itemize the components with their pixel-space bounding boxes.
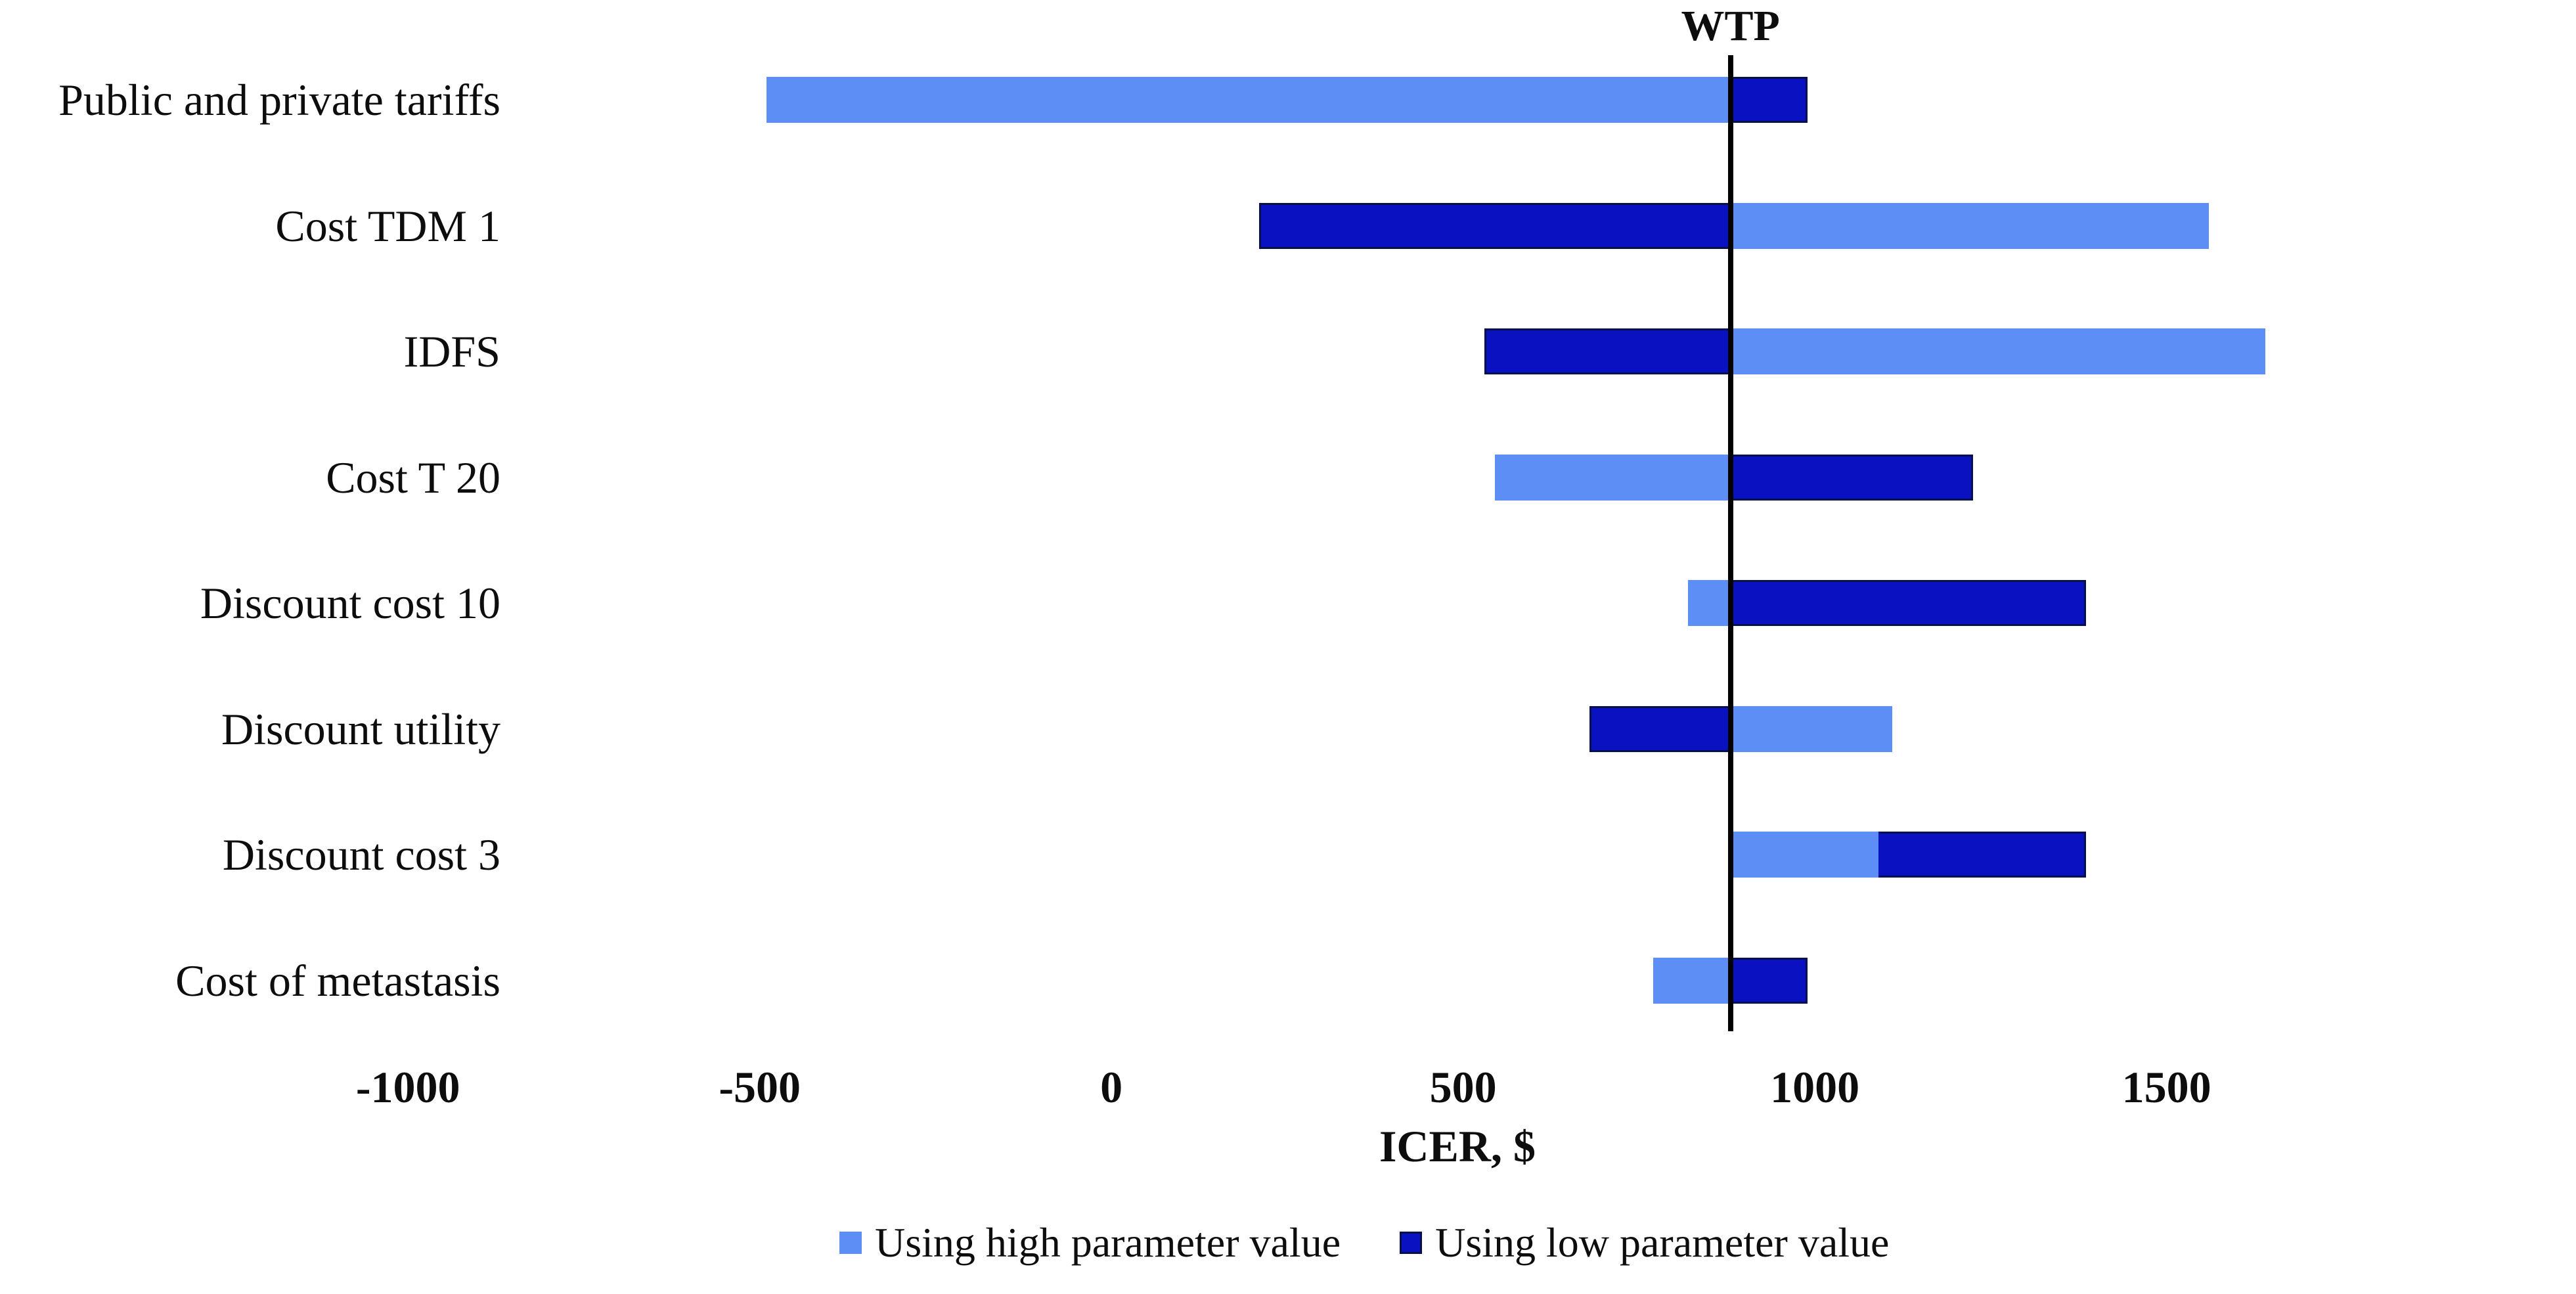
x-tick-label: 1000 [1770, 1062, 1860, 1112]
bar-low-parameter [1730, 454, 1974, 501]
x-tick-label: 1500 [2121, 1062, 2211, 1112]
wtp-reference-line [1727, 55, 1733, 1031]
category-label: Cost T 20 [326, 452, 500, 502]
bar-low-parameter [1259, 202, 1731, 249]
legend-item-high: Using high parameter value [839, 1218, 1341, 1267]
x-tick-label: -500 [719, 1062, 801, 1112]
category-label: Public and private tariffs [58, 75, 500, 125]
bar-low-parameter [1589, 705, 1731, 752]
bar-high-parameter [1494, 454, 1731, 501]
bar-high-parameter [1653, 957, 1731, 1004]
bar-high-parameter [1730, 705, 1892, 752]
legend-label-low: Using low parameter value [1435, 1219, 1890, 1266]
x-tick-label: -1000 [355, 1062, 460, 1112]
bar-high-parameter [1688, 580, 1731, 627]
bar-high-parameter [766, 77, 1731, 123]
category-label: Cost of metastasis [175, 955, 500, 1006]
bar-low-parameter [1730, 77, 1808, 123]
x-axis-title: ICER, $ [1379, 1121, 1536, 1171]
category-label: IDFS [403, 326, 500, 377]
legend-item-low: Using low parameter value [1400, 1218, 1889, 1267]
legend-label-high: Using high parameter value [875, 1219, 1341, 1266]
bar-low-parameter [1730, 580, 2086, 627]
category-label: Discount utility [221, 703, 500, 754]
legend-swatch-high [839, 1232, 862, 1254]
bar-low-parameter [1484, 328, 1731, 375]
category-label: Cost TDM 1 [275, 200, 500, 251]
bar-high-parameter [1730, 202, 2209, 249]
bar-high-parameter [1730, 328, 2265, 375]
wtp-label: WTP [1681, 2, 1780, 50]
x-tick-label: 0 [1100, 1062, 1123, 1112]
legend-swatch-low [1400, 1232, 1423, 1254]
legend: Using high parameter value Using low para… [839, 1216, 1889, 1269]
bar-low-parameter [1730, 957, 1808, 1004]
x-tick-label: 500 [1429, 1062, 1497, 1112]
bar-high-parameter [1730, 832, 1878, 878]
category-label: Discount cost 3 [222, 830, 500, 880]
category-label: Discount cost 10 [200, 578, 500, 629]
